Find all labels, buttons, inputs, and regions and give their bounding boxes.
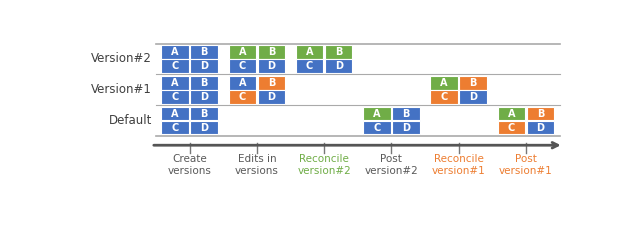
Bar [527,107,554,120]
Text: B: B [335,47,342,57]
Bar [527,121,554,134]
Text: C: C [239,92,246,102]
Bar [430,76,458,90]
Bar [459,90,487,104]
Text: Post
version#2: Post version#2 [365,155,418,176]
Bar [190,45,218,59]
Bar [363,121,391,134]
Text: C: C [374,123,381,133]
Text: D: D [200,123,208,133]
Bar [430,90,458,104]
Text: C: C [306,61,313,71]
Text: D: D [267,92,275,102]
Bar [161,121,189,134]
Text: Post
version#1: Post version#1 [499,155,553,176]
Bar [258,45,285,59]
Bar [229,90,256,104]
Bar [363,107,391,120]
Text: D: D [335,61,343,71]
Text: A: A [306,47,313,57]
Bar [296,45,323,59]
Text: C: C [171,61,179,71]
Text: D: D [469,92,478,102]
Bar [258,59,285,73]
Bar [161,90,189,104]
Text: B: B [403,108,410,119]
Bar [229,76,256,90]
Text: C: C [440,92,448,102]
Text: B: B [200,108,208,119]
Bar [190,76,218,90]
Text: Reconcile
version#1: Reconcile version#1 [432,155,486,176]
Bar [325,45,352,59]
Text: C: C [171,92,179,102]
Bar [190,107,218,120]
Bar [258,76,285,90]
Text: A: A [373,108,381,119]
Text: Default: Default [108,114,152,127]
Text: Reconcile
version#2: Reconcile version#2 [297,155,351,176]
Text: D: D [200,92,208,102]
Text: C: C [239,61,246,71]
Text: D: D [200,61,208,71]
Text: B: B [268,78,275,88]
Text: Create
versions: Create versions [168,155,212,176]
Text: D: D [537,123,544,133]
Bar [190,59,218,73]
Text: B: B [268,47,275,57]
Text: Version#1: Version#1 [91,83,152,96]
Bar [161,107,189,120]
Bar [459,76,487,90]
Bar [190,90,218,104]
Bar [392,121,420,134]
Bar [325,59,352,73]
Text: A: A [239,78,246,88]
Text: D: D [402,123,410,133]
Bar [296,59,323,73]
Text: A: A [440,78,448,88]
Bar [498,107,525,120]
Bar [161,59,189,73]
Bar [258,90,285,104]
Text: C: C [171,123,179,133]
Text: Edits in
versions: Edits in versions [235,155,279,176]
Text: A: A [171,108,179,119]
Text: A: A [239,47,246,57]
Text: C: C [508,123,515,133]
Text: A: A [508,108,515,119]
Bar [392,107,420,120]
Text: B: B [537,108,544,119]
Bar [229,45,256,59]
Bar [229,59,256,73]
Text: A: A [171,78,179,88]
Bar [161,76,189,90]
Text: A: A [171,47,179,57]
Bar [161,45,189,59]
Bar [190,121,218,134]
Bar [498,121,525,134]
Text: B: B [200,78,208,88]
Text: D: D [267,61,275,71]
Text: B: B [469,78,477,88]
Text: B: B [200,47,208,57]
Text: Version#2: Version#2 [91,53,152,66]
